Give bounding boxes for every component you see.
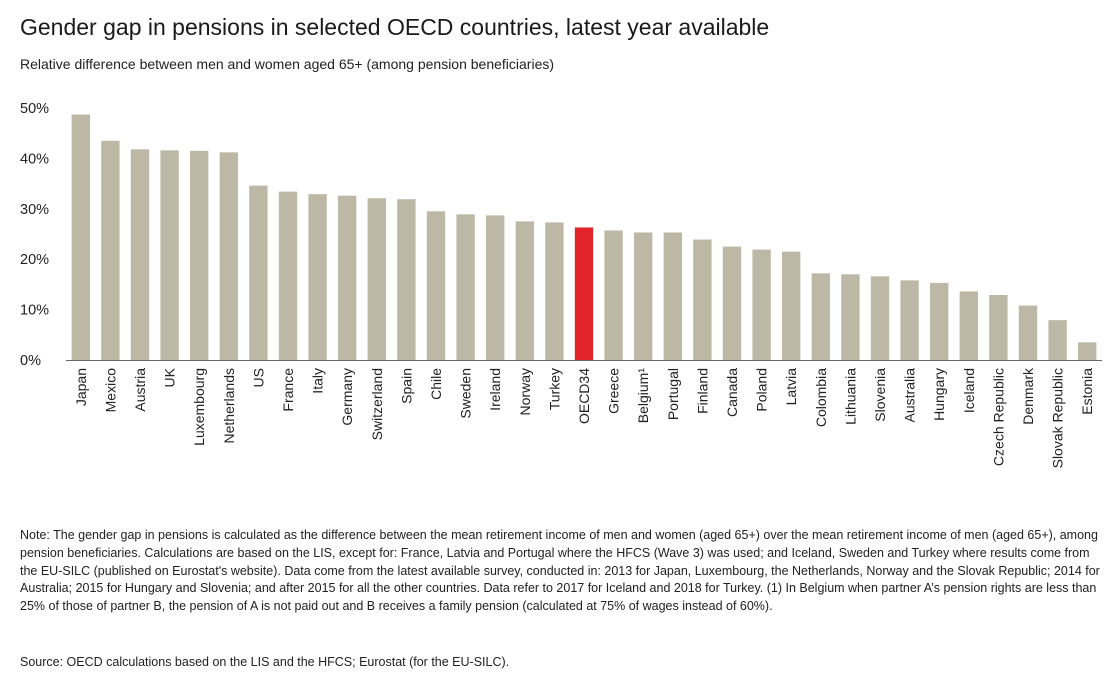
x-tick-label: Belgium¹	[635, 368, 651, 424]
bar	[870, 276, 890, 360]
y-tick-label: 0%	[20, 353, 41, 369]
y-axis-ticks: 0% 10% 20% 30% 40% 50%	[20, 101, 49, 369]
bar	[1078, 342, 1097, 360]
bar	[693, 239, 712, 360]
x-tick-label: Czech Republic	[990, 368, 1006, 466]
x-tick-label: Chile	[428, 368, 444, 400]
bar	[663, 232, 682, 360]
y-tick-label: 30%	[20, 202, 49, 218]
chart-title: Gender gap in pensions in selected OECD …	[20, 14, 770, 40]
x-tick-label: Mexico	[102, 368, 118, 413]
y-tick-label: 50%	[20, 101, 49, 117]
x-tick-label: Switzerland	[369, 368, 385, 440]
bar	[308, 194, 327, 360]
bar	[426, 211, 446, 360]
bar	[278, 191, 298, 360]
bar	[249, 185, 268, 360]
chart-subtitle: Relative difference between men and wome…	[20, 56, 555, 72]
x-tick-label: Italy	[310, 368, 326, 394]
x-tick-label: Japan	[73, 368, 89, 406]
bar	[397, 199, 416, 360]
x-tick-label: Norway	[517, 368, 533, 415]
bar	[101, 140, 120, 360]
y-tick-label: 20%	[20, 252, 49, 268]
bar	[219, 152, 238, 360]
bar	[634, 232, 653, 360]
x-tick-label: Canada	[724, 368, 740, 417]
x-tick-label: Germany	[339, 368, 355, 426]
x-tick-label: Greece	[606, 368, 622, 414]
x-tick-label: Finland	[694, 368, 710, 414]
bar	[456, 214, 475, 360]
x-tick-label: Colombia	[813, 368, 829, 427]
x-tick-label: Denmark	[1020, 367, 1036, 425]
x-tick-label: Slovak Republic	[1050, 368, 1066, 468]
bar	[604, 230, 623, 360]
x-tick-label: Latvia	[783, 368, 799, 406]
bar	[130, 149, 150, 360]
chart-note: Note: The gender gap in pensions is calc…	[20, 528, 1100, 614]
x-tick-label: Lithuania	[842, 368, 858, 425]
bar	[959, 291, 978, 360]
x-axis-labels: Japan Mexico Austria UK Luxembourg Netherland…	[73, 367, 1095, 468]
bar	[190, 150, 209, 360]
x-tick-label: Spain	[398, 368, 414, 404]
bar	[71, 114, 90, 360]
x-tick-label: Poland	[754, 368, 770, 412]
bar	[574, 227, 594, 360]
bar	[900, 280, 919, 360]
x-tick-label: Luxembourg	[191, 368, 207, 446]
y-tick-label: 40%	[20, 151, 49, 167]
x-tick-label: Austria	[132, 368, 148, 412]
bar	[930, 282, 949, 360]
bar	[1048, 320, 1067, 360]
x-tick-label: UK	[162, 367, 178, 387]
bar	[752, 249, 771, 360]
y-tick-label: 10%	[20, 303, 49, 319]
bar	[782, 251, 801, 360]
x-tick-label: Iceland	[961, 368, 977, 413]
x-tick-label: Slovenia	[872, 368, 888, 422]
bar	[545, 222, 564, 360]
x-tick-label: Sweden	[458, 368, 474, 419]
x-tick-label: Australia	[902, 368, 918, 423]
x-tick-label: Ireland	[487, 368, 503, 411]
bar	[989, 294, 1008, 360]
bar	[160, 150, 179, 360]
x-tick-label: US	[250, 368, 266, 387]
x-tick-label: OECD34	[576, 368, 592, 424]
bar	[1018, 305, 1038, 360]
bar	[811, 273, 830, 360]
bar	[841, 274, 860, 360]
bars-group	[71, 114, 1097, 360]
chart-source: Source: OECD calculations based on the L…	[20, 655, 510, 669]
bar	[338, 195, 357, 360]
bar	[515, 221, 534, 360]
x-tick-label: Estonia	[1079, 368, 1095, 415]
bar	[367, 198, 386, 360]
x-tick-label: France	[280, 368, 296, 412]
x-tick-label: Netherlands	[221, 368, 237, 444]
x-tick-label: Hungary	[931, 368, 947, 421]
x-tick-label: Turkey	[546, 368, 562, 410]
x-tick-label: Portugal	[665, 368, 681, 420]
bar	[486, 215, 505, 360]
bar	[722, 246, 742, 360]
bar-chart: 0% 10% 20% 30% 40% 50% Japan Mexico Austria UK Lu…	[20, 101, 1102, 468]
